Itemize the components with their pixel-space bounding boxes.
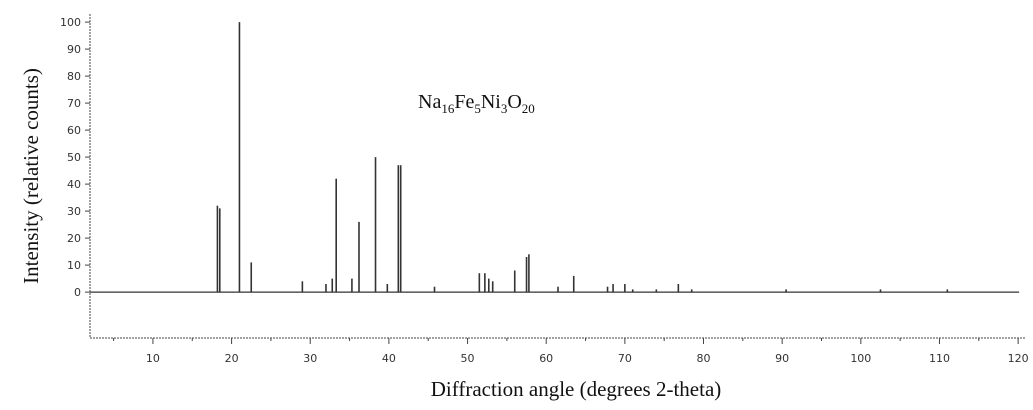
y-tick-label: 20	[67, 232, 81, 245]
y-tick-label: 90	[67, 43, 81, 56]
x-tick-label: 90	[775, 352, 789, 365]
x-tick-label: 30	[303, 352, 317, 365]
x-ticks: 10 20 30 40 50 60 70 80 90 100 110 120	[114, 338, 1029, 365]
y-ticks: 0 10 20 30 40 50 60 70 80 90 100	[60, 16, 90, 299]
formula-element: O	[507, 91, 521, 113]
x-tick-label: 10	[146, 352, 160, 365]
y-axis-title: Intensity (relative counts)	[19, 68, 43, 284]
compound-formula-annotation: Na16Fe5Ni3O20	[418, 91, 535, 116]
y-tick-label: 0	[74, 286, 81, 299]
x-tick-label: 100	[850, 352, 871, 365]
formula-subscript: 20	[522, 101, 535, 116]
x-tick-label: 20	[225, 352, 239, 365]
y-tick-label: 80	[67, 70, 81, 83]
formula-element: Na	[418, 91, 441, 113]
x-tick-label: 80	[697, 352, 711, 365]
x-tick-label: 50	[461, 352, 475, 365]
x-tick-label: 70	[618, 352, 632, 365]
y-tick-label: 30	[67, 205, 81, 218]
x-tick-label: 110	[929, 352, 950, 365]
y-tick-label: 100	[60, 16, 81, 29]
y-tick-label: 70	[67, 97, 81, 110]
formula-element: Ni	[481, 91, 501, 113]
diffraction-peaks	[217, 22, 947, 292]
x-axis-title: Diffraction angle (degrees 2-theta)	[431, 377, 722, 401]
y-tick-label: 10	[67, 259, 81, 272]
formula-subscript: 16	[441, 101, 455, 116]
formula-element: Fe	[454, 91, 474, 113]
y-tick-label: 50	[67, 151, 81, 164]
x-tick-label: 120	[1008, 352, 1029, 365]
x-tick-label: 40	[382, 352, 396, 365]
y-tick-label: 40	[67, 178, 81, 191]
y-tick-label: 60	[67, 124, 81, 137]
x-tick-label: 60	[539, 352, 553, 365]
